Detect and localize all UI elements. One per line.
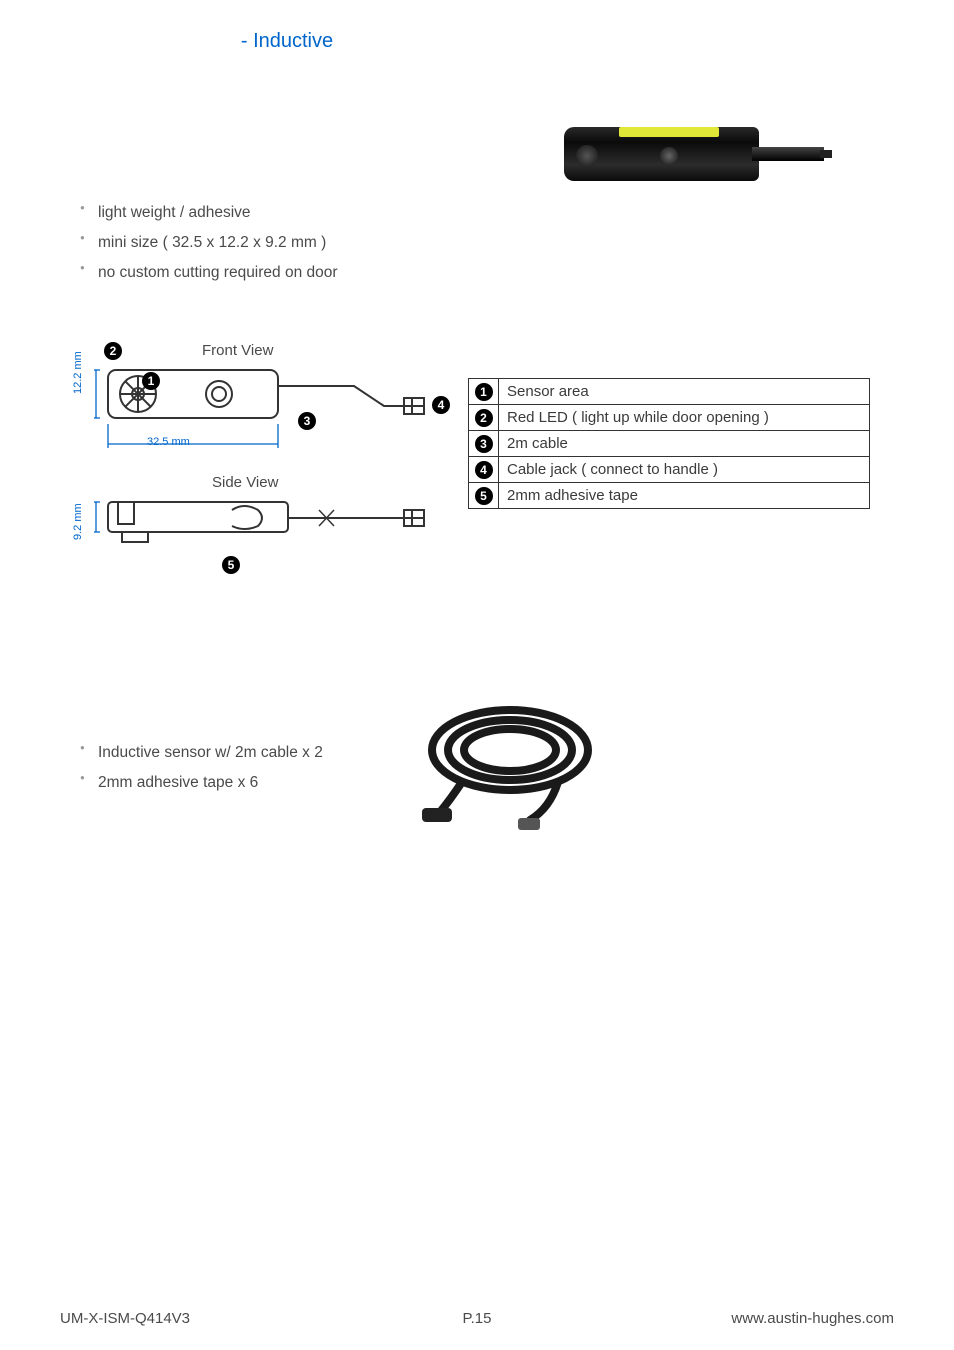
feature-item: no custom cutting required on door [80,258,338,288]
front-view-label: Front View [202,342,273,359]
page-title: - Inductive [0,0,954,53]
legend-num: 1 [475,383,493,401]
legend-text: Cable jack ( connect to handle ) [499,457,870,483]
legend-num: 5 [475,487,493,505]
callout-3: 3 [298,412,316,430]
callout-2: 2 [104,342,122,360]
legend-text: Sensor area [499,379,870,405]
dimension-height: 12.2 mm [72,351,84,394]
side-view-label: Side View [212,474,278,491]
side-view-svg [94,498,444,568]
callout-1: 1 [142,372,160,390]
cable-photo [410,690,610,850]
table-row: 5 2mm adhesive tape [469,483,870,509]
feature-item: mini size ( 32.5 x 12.2 x 9.2 mm ) [80,228,338,258]
product-photo [564,115,824,190]
package-item: 2mm adhesive tape x 6 [80,768,323,798]
footer-url: www.austin-hughes.com [731,1310,894,1327]
legend-num: 3 [475,435,493,453]
legend-num: 4 [475,461,493,479]
feature-item: light weight / adhesive [80,198,338,228]
legend-text: 2m cable [499,431,870,457]
footer-doc-id: UM-X-ISM-Q414V3 [60,1310,190,1327]
feature-list: light weight / adhesive mini size ( 32.5… [80,198,338,289]
callout-4: 4 [432,396,450,414]
table-row: 1 Sensor area [469,379,870,405]
legend-table: 1 Sensor area 2 Red LED ( light up while… [468,378,870,509]
dimension-depth: 9.2 mm [72,503,84,540]
callout-5: 5 [222,556,240,574]
dimension-diagram: Front View Side View 12.2 mm 32.5 mm 9.2… [82,342,462,582]
package-list: Inductive sensor w/ 2m cable x 2 2mm adh… [80,738,323,798]
footer-page-num: P.15 [463,1310,492,1327]
legend-num: 2 [475,409,493,427]
table-row: 3 2m cable [469,431,870,457]
table-row: 4 Cable jack ( connect to handle ) [469,457,870,483]
legend-text: Red LED ( light up while door opening ) [499,405,870,431]
package-item: Inductive sensor w/ 2m cable x 2 [80,738,323,768]
legend-text: 2mm adhesive tape [499,483,870,509]
table-row: 2 Red LED ( light up while door opening … [469,405,870,431]
